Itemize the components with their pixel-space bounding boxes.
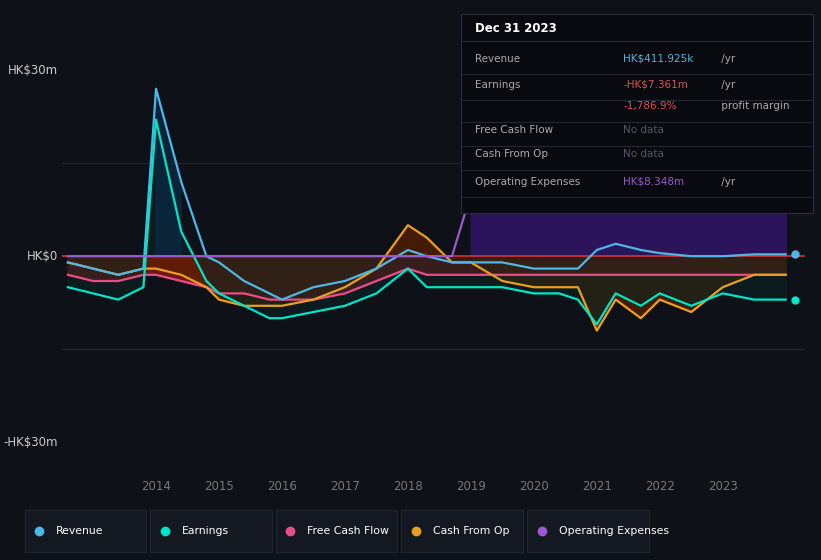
Text: No data: No data bbox=[623, 149, 664, 159]
Text: Free Cash Flow: Free Cash Flow bbox=[475, 125, 553, 136]
Text: HK$30m: HK$30m bbox=[7, 64, 57, 77]
Text: Cash From Op: Cash From Op bbox=[433, 526, 510, 535]
Text: profit margin: profit margin bbox=[718, 101, 790, 111]
Text: Revenue: Revenue bbox=[56, 526, 103, 535]
Text: HK$8.348m: HK$8.348m bbox=[623, 177, 684, 187]
Text: /yr: /yr bbox=[718, 54, 735, 64]
Text: Earnings: Earnings bbox=[475, 80, 521, 90]
Text: Revenue: Revenue bbox=[475, 54, 521, 64]
Text: Cash From Op: Cash From Op bbox=[475, 149, 548, 159]
Text: Operating Expenses: Operating Expenses bbox=[558, 526, 668, 535]
Bar bbox=[471, 33, 821, 256]
Text: -HK$30m: -HK$30m bbox=[3, 436, 57, 449]
Text: No data: No data bbox=[623, 125, 664, 136]
Text: Dec 31 2023: Dec 31 2023 bbox=[475, 22, 557, 35]
Text: -HK$7.361m: -HK$7.361m bbox=[623, 80, 688, 90]
Text: Free Cash Flow: Free Cash Flow bbox=[307, 526, 389, 535]
Text: Operating Expenses: Operating Expenses bbox=[475, 177, 580, 187]
Text: -1,786.9%: -1,786.9% bbox=[623, 101, 677, 111]
Text: Earnings: Earnings bbox=[181, 526, 229, 535]
Text: /yr: /yr bbox=[718, 177, 735, 187]
Text: /yr: /yr bbox=[718, 80, 735, 90]
Text: HK$0: HK$0 bbox=[26, 250, 57, 263]
Text: HK$411.925k: HK$411.925k bbox=[623, 54, 694, 64]
